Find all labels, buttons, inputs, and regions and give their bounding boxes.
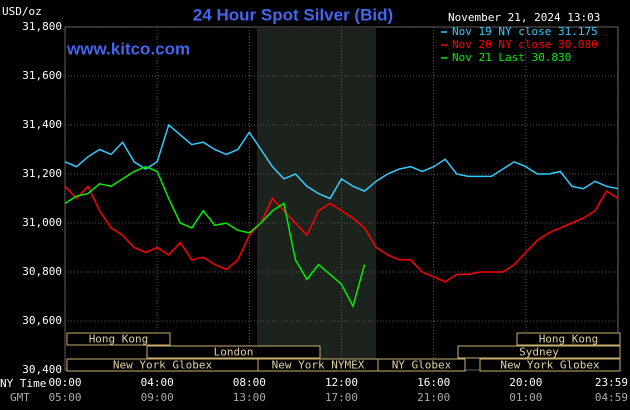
legend-label: Nov 19 NY close 31.175 bbox=[452, 25, 598, 38]
session-label: New York Globex bbox=[500, 359, 600, 372]
x-gmt-label: 09:00 bbox=[141, 391, 174, 404]
x-gmt-label: 17:00 bbox=[325, 391, 358, 404]
y-tick-label: 31,800 bbox=[22, 20, 62, 33]
session-highlight bbox=[256, 27, 377, 370]
session-box bbox=[516, 332, 621, 346]
x-tick-label: 08:00 bbox=[233, 376, 266, 389]
session-label: New York NYMEX bbox=[272, 359, 365, 372]
session-box bbox=[66, 332, 171, 346]
y-tick-label: 31,400 bbox=[22, 118, 62, 131]
x-row-label: NY Time bbox=[0, 377, 46, 390]
x-gmt-label: 21:00 bbox=[417, 391, 450, 404]
series-line bbox=[64, 165, 366, 309]
timestamp: November 21, 2024 13:03 bbox=[448, 11, 600, 24]
watermark: www.kitco.com bbox=[66, 39, 190, 58]
y-tick-label: 30,400 bbox=[22, 363, 62, 376]
x-tick-label: 04:00 bbox=[141, 376, 174, 389]
legend-label: Nov 20 NY close 30.080 bbox=[452, 38, 598, 51]
x-tick-label: 16:00 bbox=[417, 376, 450, 389]
y-tick-label: 30,600 bbox=[22, 314, 62, 327]
y-tick-label: 31,600 bbox=[22, 69, 62, 82]
session-box bbox=[377, 358, 466, 372]
chart-title: 24 Hour Spot Silver (Bid) bbox=[193, 5, 393, 24]
x-gmt-label: 13:00 bbox=[233, 391, 266, 404]
y-tick-label: 31,200 bbox=[22, 167, 62, 180]
x-tick-label: 20:00 bbox=[509, 376, 542, 389]
session-box bbox=[146, 345, 321, 359]
session-label: NY Globex bbox=[392, 359, 452, 372]
session-label: Sydney bbox=[519, 346, 559, 359]
legend-label: Nov 21 Last 30.830 bbox=[452, 51, 571, 64]
x-tick-label: 12:00 bbox=[325, 376, 358, 389]
session-label: London bbox=[214, 346, 254, 359]
x-tick-label: 23:59 bbox=[595, 376, 628, 389]
x-gmt-label: 04:59 bbox=[595, 391, 628, 404]
y-tick-label: 31,000 bbox=[22, 216, 62, 229]
y-axis-label: USD/oz bbox=[2, 5, 42, 18]
session-box bbox=[457, 345, 621, 359]
x-row-label: GMT bbox=[10, 391, 30, 404]
x-gmt-label: 01:00 bbox=[509, 391, 542, 404]
session-label: Hong Kong bbox=[89, 333, 149, 346]
session-label: New York Globex bbox=[113, 359, 213, 372]
y-tick-label: 30,800 bbox=[22, 265, 62, 278]
series-line bbox=[64, 184, 619, 283]
x-gmt-label: 05:00 bbox=[48, 391, 81, 404]
session-box bbox=[479, 358, 621, 372]
series-line bbox=[64, 123, 619, 200]
session-label: Hong Kong bbox=[539, 333, 599, 346]
x-tick-label: 00:00 bbox=[48, 376, 81, 389]
